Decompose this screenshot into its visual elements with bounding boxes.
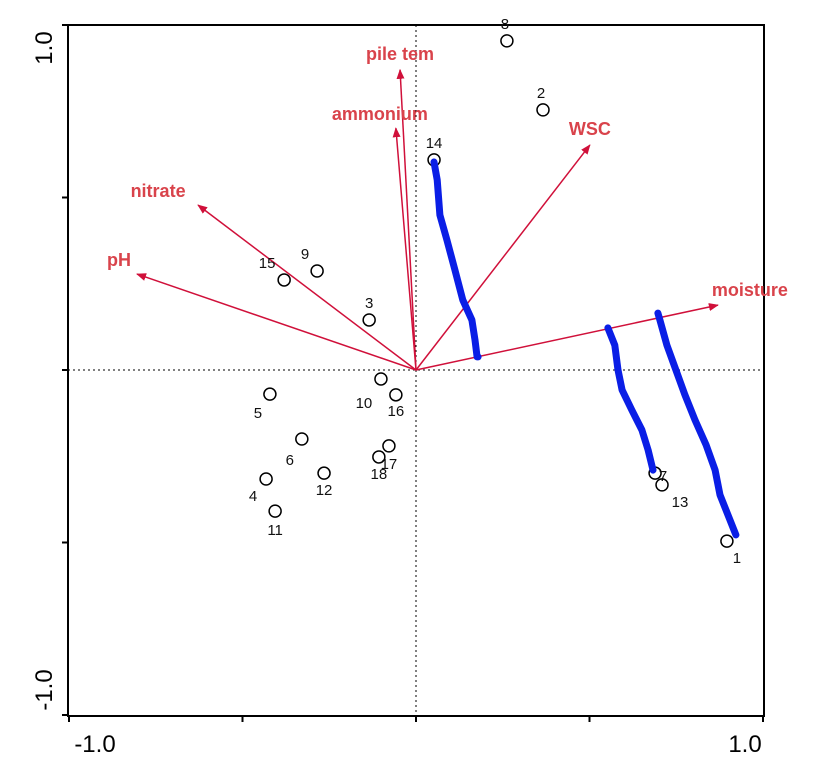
sample-point (362, 313, 376, 327)
sample-label: 3 (365, 295, 373, 312)
annotations (430, 158, 740, 539)
sample-point (374, 372, 388, 386)
sample-point (268, 504, 282, 518)
sample-label: 4 (249, 488, 257, 505)
sample-point (389, 388, 403, 402)
variable-arrow (415, 303, 719, 371)
y-tick-label-min: -1.0 (31, 669, 58, 710)
x-tick-label-min: -1.0 (74, 731, 115, 758)
x-tick-label-max: 1.0 (728, 731, 761, 758)
sample-label: 12 (316, 482, 333, 499)
sample-label: 13 (672, 494, 689, 511)
sample-label: 7 (659, 468, 667, 485)
sample-point (720, 534, 734, 548)
sample-point (655, 478, 669, 492)
sample-label: 15 (259, 255, 276, 272)
sample-label: 11 (267, 522, 283, 539)
sample-label: 18 (371, 466, 388, 483)
variable-arrows: pile tem ammonium WSC nitrate pH moisture (107, 44, 788, 371)
sample-point (382, 439, 396, 453)
variable-arrow (392, 127, 417, 371)
sample-label: 6 (286, 452, 294, 469)
variable-label: ammonium (332, 104, 428, 124)
variable-arrow (415, 144, 591, 371)
sample-point (259, 472, 273, 486)
sample-label: 2 (537, 85, 545, 102)
blue-stroke-3 (654, 309, 740, 539)
variable-arrow (197, 204, 417, 371)
sample-point (372, 450, 386, 464)
sample-point (295, 432, 309, 446)
sample-point (263, 387, 277, 401)
axis-ticks (62, 24, 764, 722)
blue-stroke-2 (604, 324, 657, 474)
sample-point (277, 273, 291, 287)
variable-label: pH (107, 250, 131, 270)
variable-arrow (396, 68, 417, 371)
blue-stroke-1 (430, 158, 482, 361)
sample-label: 1 (733, 550, 741, 567)
sample-label: 16 (388, 403, 405, 420)
sample-label: 9 (301, 246, 309, 263)
y-tick-label-max: 1.0 (31, 31, 58, 64)
sample-label: 10 (356, 395, 373, 412)
sample-point (317, 466, 331, 480)
variable-arrow (136, 273, 417, 371)
sample-label: 5 (254, 405, 262, 422)
variable-label: moisture (712, 280, 788, 300)
variable-label: WSC (569, 119, 611, 139)
sample-label: 8 (501, 16, 509, 33)
variable-label: pile tem (366, 44, 434, 64)
variable-label: nitrate (131, 181, 186, 201)
sample-point (536, 103, 550, 117)
sample-point (310, 264, 324, 278)
sample-point (500, 34, 514, 48)
sample-label: 14 (426, 135, 443, 152)
